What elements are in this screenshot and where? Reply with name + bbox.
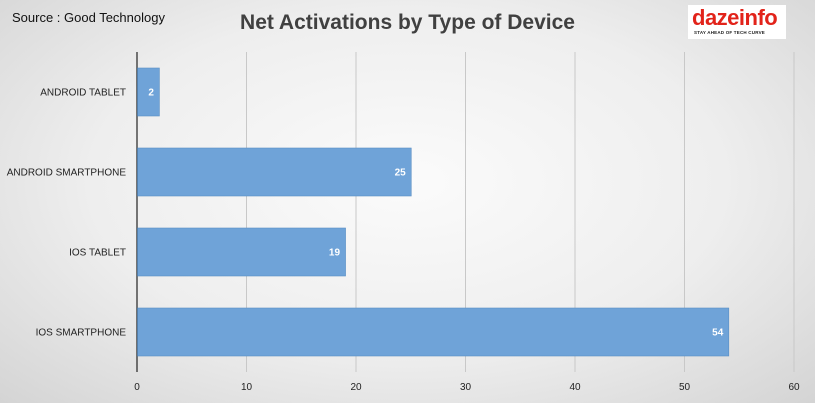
x-tick-label: 60 [788,382,800,393]
logo-tagline: STAY AHEAD OF TECH CURVE [694,30,765,35]
x-tick-label: 40 [569,382,581,393]
x-tick-label: 20 [350,382,362,393]
dazeinfo-logo: dazeinfo STAY AHEAD OF TECH CURVE [688,5,786,39]
category-label: ANDROID SMARTPHONE [7,168,127,179]
data-label: 54 [712,328,724,339]
x-tick-label: 50 [679,382,691,393]
bar [137,227,346,277]
data-label: 25 [395,168,407,179]
bar [137,67,160,117]
source-note: Source : Good Technology [12,10,165,25]
category-label: IOS TABLET [69,248,126,259]
data-label: 2 [148,88,154,99]
bar [137,307,730,357]
data-label: 19 [329,248,341,259]
chart-title: Net Activations by Type of Device [240,11,575,34]
x-tick-label: 10 [241,382,253,393]
category-label: ANDROID TABLET [40,88,126,99]
x-tick-label: 0 [134,382,140,393]
x-tick-label: 30 [460,382,472,393]
bar [137,147,412,197]
logo-wordmark: dazeinfo [692,5,778,30]
category-label: IOS SMARTPHONE [36,328,127,339]
